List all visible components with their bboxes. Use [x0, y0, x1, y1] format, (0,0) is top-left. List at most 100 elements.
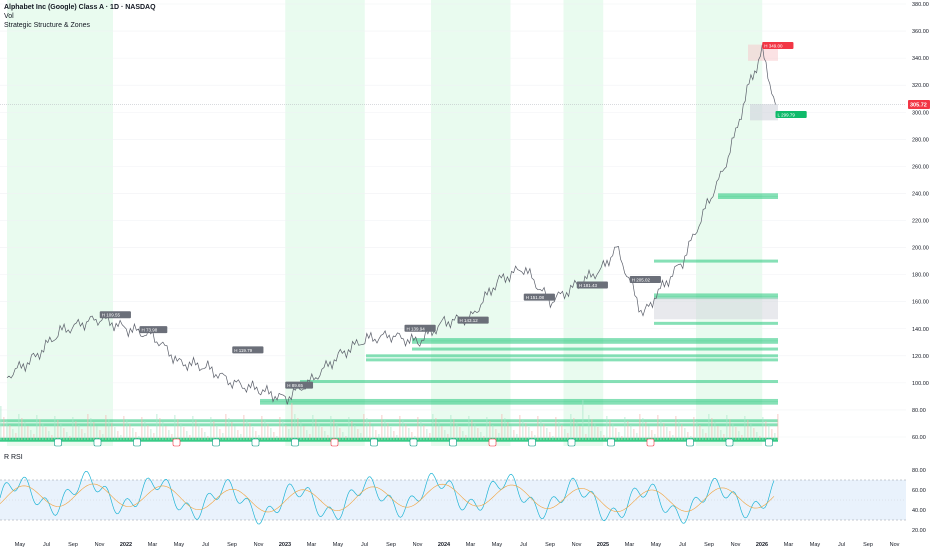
volume-bar-768 — [768, 425, 770, 440]
volume-bar-651 — [651, 430, 653, 440]
volume-bar-114 — [114, 427, 116, 440]
pivot-label-bg-8 — [629, 276, 661, 284]
zone-0 — [0, 419, 778, 423]
volume-bar-120 — [120, 435, 122, 440]
time-tick-8: Sep — [227, 542, 237, 548]
zone-4 — [300, 380, 778, 384]
volume-bar-36 — [36, 415, 38, 440]
pivot-label-7: H 181.43 — [576, 281, 608, 289]
pivot-label-text-4: H 139.94 — [407, 326, 426, 331]
volume-bar-462 — [462, 431, 464, 440]
volume-bar-291 — [291, 403, 293, 440]
pivot-label-6: H 151.08 — [523, 293, 555, 301]
volume-bar-21 — [21, 418, 23, 440]
volume-bar-267 — [267, 424, 269, 440]
pivot-label-text-6: H 151.08 — [526, 295, 545, 300]
pivot-label-9: H 349.00 — [762, 41, 794, 49]
earnings-marker-box-10 — [449, 438, 457, 447]
volume-bar-621 — [621, 436, 623, 440]
volume-bar-96 — [96, 426, 98, 440]
time-tick-4: 2022 — [120, 542, 132, 548]
volume-bar-594 — [594, 423, 596, 440]
volume-bar-585 — [585, 434, 587, 440]
volume-bar-477 — [477, 428, 479, 440]
volume-bar-738 — [738, 431, 740, 440]
earnings-marker-box-1 — [93, 438, 102, 447]
price-line — [6, 44, 776, 405]
zone-9 — [412, 338, 778, 342]
volume-bar-339 — [339, 428, 341, 440]
volume-bar-240 — [240, 434, 242, 440]
volume-bar-546 — [546, 428, 548, 440]
volume-bar-18 — [18, 414, 20, 440]
volume-bar-378 — [378, 434, 380, 440]
volume-bar-411 — [411, 432, 413, 440]
volume-bar-435 — [435, 418, 437, 440]
zone-12 — [654, 321, 778, 325]
time-tick-32: Sep — [863, 542, 873, 548]
time-tick-2: Sep — [68, 542, 78, 548]
volume-bar-273 — [273, 432, 275, 440]
pivot-label-2: H 119.79 — [232, 346, 264, 354]
volume-bar-690 — [690, 436, 692, 440]
zone-15 — [718, 195, 778, 199]
shade-band-2 — [431, 0, 511, 446]
volume-bar-231 — [231, 422, 233, 440]
volume-bar-249 — [249, 423, 251, 440]
volume-bar-393 — [393, 431, 395, 440]
volume-bar-567 — [567, 433, 569, 440]
volume-bar-126 — [126, 420, 128, 440]
volume-bar-384 — [384, 419, 386, 440]
volume-bar-492 — [492, 425, 494, 440]
volume-bar-60 — [60, 424, 62, 440]
volume-bar-408 — [408, 428, 410, 440]
price-tick-8: 220.00 — [912, 219, 929, 225]
volume-bar-558 — [558, 421, 560, 440]
volume-bar-441 — [441, 426, 443, 440]
volume-bar-600 — [600, 431, 602, 440]
volume-bar-564 — [564, 429, 566, 440]
volume-bar-618 — [618, 432, 620, 440]
volume-bar-75 — [75, 421, 77, 440]
price-tick-13: 120.00 — [912, 354, 929, 360]
volume-bar-603 — [603, 435, 605, 440]
volume-bar-681 — [681, 424, 683, 440]
volume-bar-93 — [93, 422, 95, 440]
volume-bar-516 — [516, 434, 518, 440]
volume-bar-624 — [624, 417, 626, 440]
earnings-marker-14 — [607, 438, 615, 447]
price-tick-1: 360.00 — [912, 29, 929, 35]
volume-bar-333 — [333, 420, 335, 440]
volume-bar-321 — [321, 427, 323, 440]
volume-bar-513 — [513, 430, 515, 440]
time-tick-0: May — [15, 542, 26, 548]
time-axis: May Jul Sep Nov 2022 Mar May Jul Sep Nov 2023 Mar Ma… — [15, 542, 900, 548]
earnings-marker-box-13 — [567, 438, 576, 447]
volume-bar-390 — [390, 427, 392, 440]
volume-bar-306 — [306, 430, 308, 440]
earnings-marker-12 — [528, 438, 536, 447]
time-tick-23: Mar — [625, 542, 635, 548]
volume-bar-747 — [747, 420, 749, 440]
indicator-label: Strategic Structure & Zones — [4, 22, 90, 29]
volume-bar-228 — [228, 418, 230, 440]
volume-bar-108 — [108, 419, 110, 440]
earnings-marker-box-17 — [725, 438, 734, 447]
price-tick-5: 280.00 — [912, 137, 929, 143]
volume-bar-168 — [168, 430, 170, 440]
shade-band-4 — [696, 0, 763, 446]
pivot-label-1: H 73.98 — [139, 326, 168, 334]
zone-13 — [654, 259, 778, 263]
time-tick-29: Mar — [784, 542, 794, 548]
volume-bar-189 — [189, 435, 191, 440]
volume-bar-216 — [216, 425, 218, 440]
volume-bar-312 — [312, 415, 314, 440]
zone-6 — [366, 354, 778, 358]
volume-bar-504 — [504, 418, 506, 440]
zone-11 — [654, 293, 778, 297]
volume-bar-588 — [588, 415, 590, 440]
volume-bar-456 — [456, 423, 458, 440]
pivot-label-text-0: H 109.55 — [102, 313, 121, 318]
volume-bar-261 — [261, 416, 263, 440]
